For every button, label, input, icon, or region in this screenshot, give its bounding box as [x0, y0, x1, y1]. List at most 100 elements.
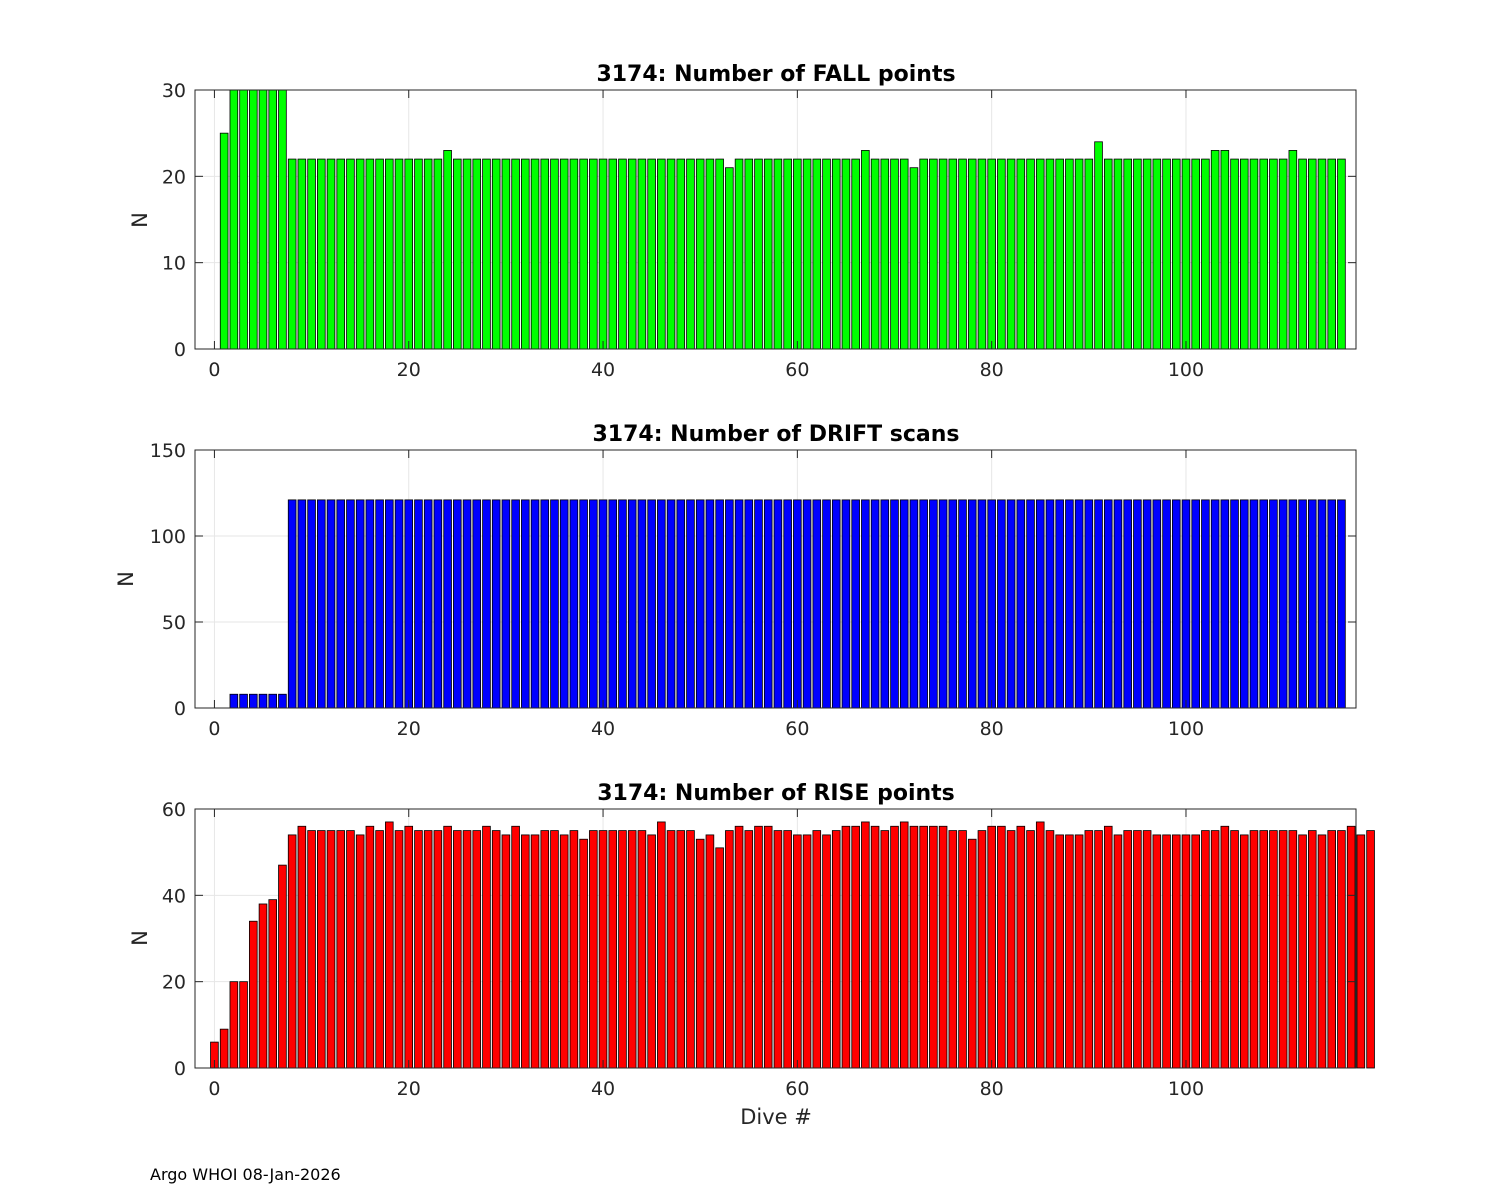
drift-bar [394, 499, 404, 709]
fall-bar [1327, 158, 1336, 350]
drift-bar [841, 499, 851, 709]
drift-bar [1210, 499, 1220, 709]
fall-bar [744, 158, 754, 350]
fall-bar [977, 158, 987, 350]
fall-bar [268, 89, 278, 350]
rise-chart-title: 3174: Number of RISE points [597, 781, 955, 806]
drift-bar [890, 499, 899, 709]
rise-bar [725, 830, 734, 1069]
rise-bar [1269, 830, 1278, 1069]
rise-bar [967, 838, 977, 1069]
fall-bar [899, 158, 909, 350]
fall-bar [1278, 158, 1288, 350]
rise-bar [948, 830, 958, 1069]
fall-bar [618, 158, 627, 350]
drift-bar [433, 499, 443, 709]
drift-bar [1220, 499, 1230, 709]
drift-bar [958, 499, 967, 709]
fall-bar [666, 158, 676, 350]
rise-bar [705, 834, 715, 1069]
rise-bar [550, 830, 559, 1069]
drift-bar [530, 499, 540, 709]
rise-bar [258, 903, 268, 1069]
rise-bar [1298, 834, 1307, 1069]
drift-bar [676, 499, 686, 709]
fall-bar [598, 158, 608, 350]
fall-bar [647, 158, 656, 350]
drift-bar [511, 499, 520, 709]
rise-bar [686, 830, 695, 1069]
fall-bar [579, 158, 588, 350]
drift-bar [1288, 499, 1298, 709]
rise-bar [919, 825, 928, 1069]
rise-bar [355, 834, 365, 1069]
rise-bar [997, 825, 1006, 1069]
rise-bar [1356, 834, 1366, 1069]
rise-bar [414, 830, 423, 1069]
drift-bar [1152, 499, 1162, 709]
drift-bar [880, 499, 890, 709]
drift-bar [1327, 499, 1336, 709]
fall-bar [589, 158, 598, 350]
rise-y-tick-label: 60 [162, 799, 186, 821]
rise-bar [317, 830, 326, 1069]
fall-bar [1317, 158, 1327, 350]
rise-y-tick-label: 0 [174, 1058, 186, 1080]
fall-bar [287, 158, 297, 350]
drift-bar [1065, 499, 1074, 709]
rise-bar [783, 830, 792, 1069]
fall-bar [453, 158, 462, 350]
drift-bar [278, 693, 287, 709]
drift-bar [744, 499, 754, 709]
fall-bar [1201, 158, 1210, 350]
drift-bar [1162, 499, 1171, 709]
rise-bar [608, 830, 618, 1069]
drift-bar [929, 499, 938, 709]
drift-bar [540, 499, 550, 709]
drift-bar [1278, 499, 1288, 709]
drift-bar [287, 499, 297, 709]
fall-bar [550, 158, 559, 350]
drift-bar [375, 499, 384, 709]
rise-bar [268, 899, 278, 1069]
fall-bar [239, 89, 248, 350]
drift-bar [647, 499, 656, 709]
fall-bar [754, 158, 763, 350]
drift-bar [812, 499, 822, 709]
rise-bar [589, 830, 598, 1069]
rise-bar [579, 838, 588, 1069]
fall-bar [1249, 158, 1259, 350]
rise-bar [657, 821, 666, 1069]
drift-bar [919, 499, 928, 709]
rise-bar [763, 825, 773, 1069]
fall-bar [793, 158, 802, 350]
drift-bar [1239, 499, 1249, 709]
rise-bar [1181, 834, 1191, 1069]
fall-bar [870, 158, 880, 350]
fall-y-axis-label: N [128, 212, 152, 228]
drift-bar [997, 499, 1006, 709]
drift-bar [443, 499, 452, 709]
fall-bar [1113, 158, 1123, 350]
rise-bar [511, 825, 520, 1069]
fall-y-tick-label: 10 [162, 253, 186, 275]
fall-bar [1239, 158, 1249, 350]
drift-bar [268, 693, 278, 709]
rise-x-tick-label: 80 [980, 1078, 1004, 1100]
rise-bar [569, 830, 579, 1069]
fall-bar [919, 158, 928, 350]
drift-bar [734, 499, 744, 709]
rise-bar [1026, 830, 1035, 1069]
fall-x-tick-label: 100 [1168, 359, 1204, 381]
drift-bar [822, 499, 831, 709]
rise-bar [559, 834, 569, 1069]
drift-bar [453, 499, 462, 709]
rise-bar [793, 834, 802, 1069]
drift-bar [491, 499, 501, 709]
fall-bar [1026, 158, 1035, 350]
rise-bar [1230, 830, 1239, 1069]
fall-y-tick-label: 0 [174, 339, 186, 361]
rise-bar [1220, 825, 1230, 1069]
drift-chart-title: 3174: Number of DRIFT scans [592, 422, 959, 447]
drift-bar [705, 499, 715, 709]
